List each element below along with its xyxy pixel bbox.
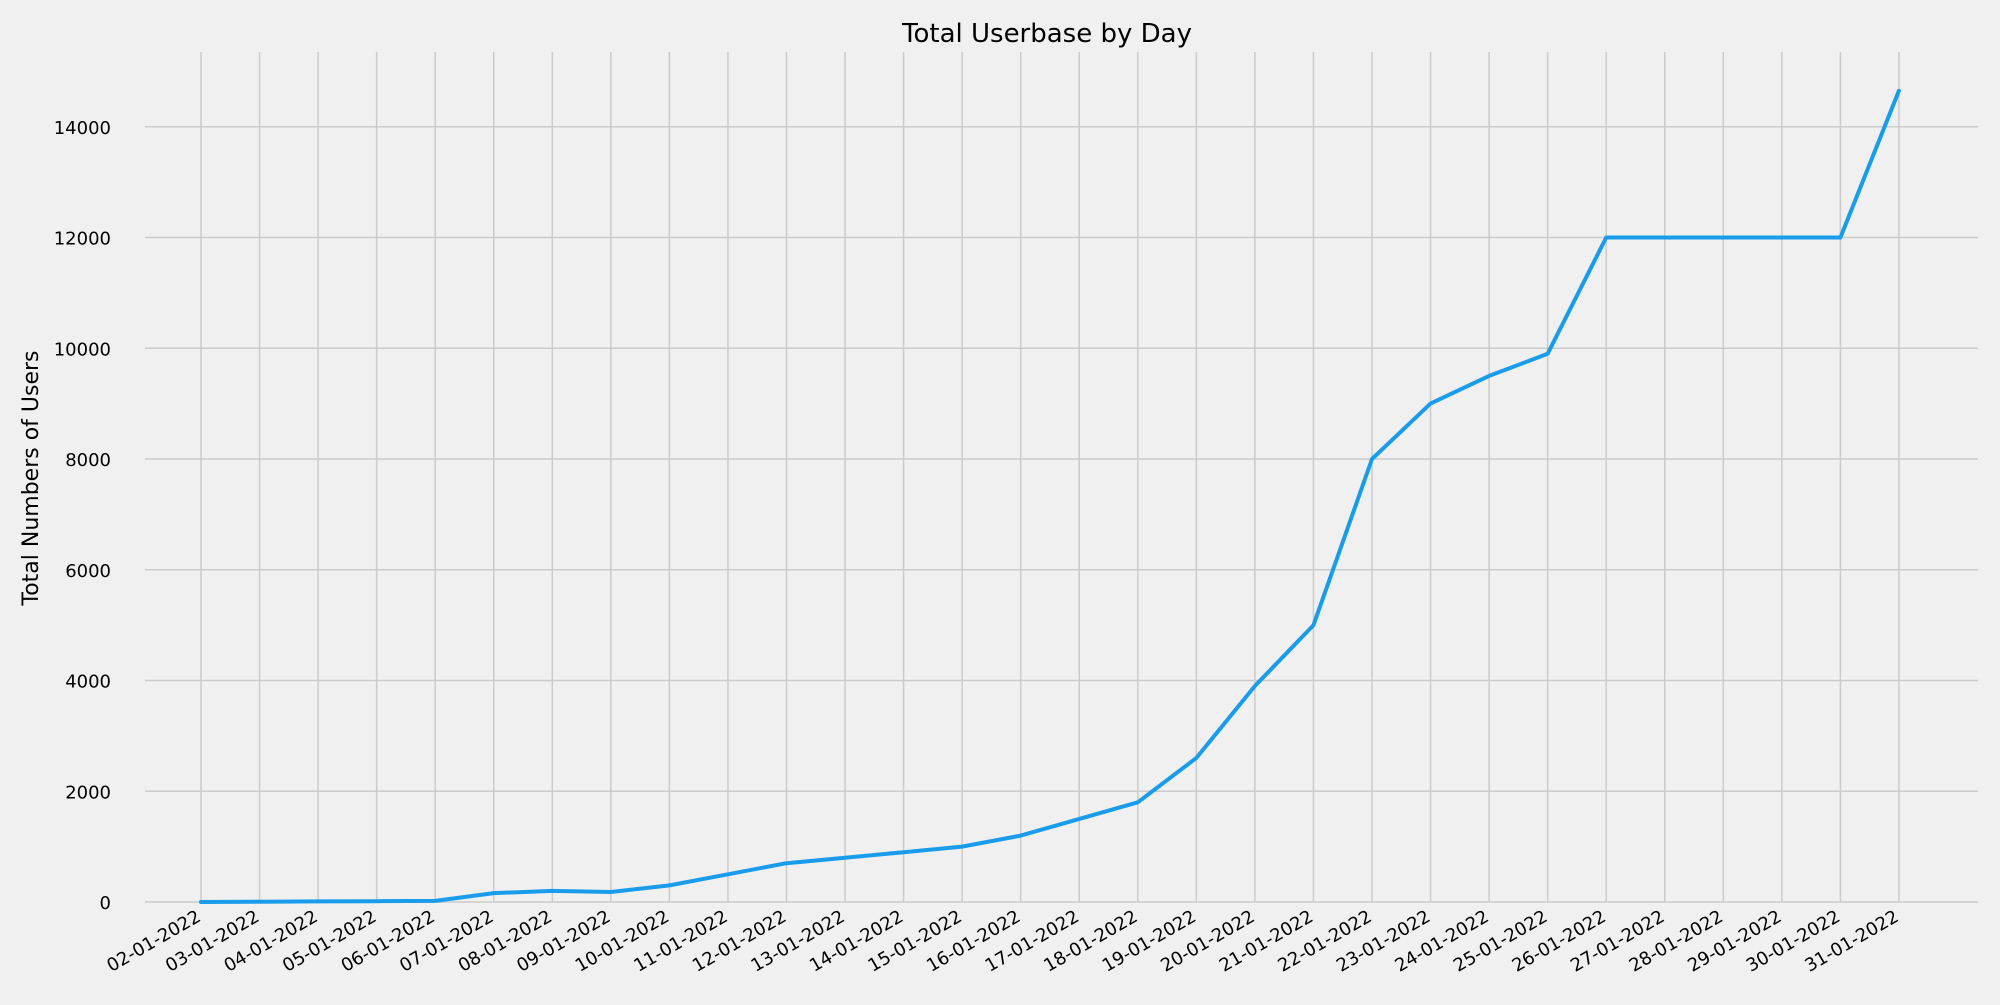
chart-title: Total Userbase by Day <box>901 19 1192 49</box>
y-tick-label: 0 <box>100 893 111 914</box>
y-tick-label: 14000 <box>54 118 111 139</box>
grid-layer <box>145 52 1978 903</box>
y-tick-label: 4000 <box>65 672 111 693</box>
y-tick-label: 8000 <box>65 450 111 471</box>
y-tick-label: 10000 <box>54 339 111 360</box>
y-tick-label: 6000 <box>65 561 111 582</box>
y-tick-label: 2000 <box>65 782 111 803</box>
y-axis-label: Total Numbers of Users <box>19 350 44 606</box>
y-tick-label: 12000 <box>54 229 111 250</box>
tick-labels: 02-01-202203-01-202204-01-202205-01-2022… <box>54 118 1903 977</box>
series-layer <box>199 88 1901 904</box>
series-line <box>199 88 1901 904</box>
